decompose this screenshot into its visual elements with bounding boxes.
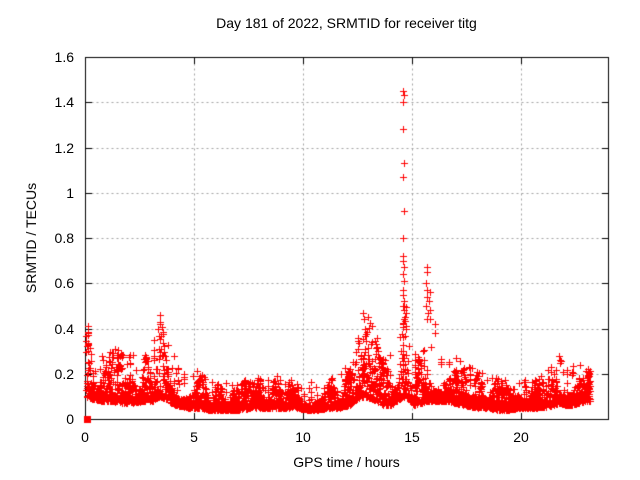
chart-title: Day 181 of 2022, SRMTID for receiver tit…	[216, 15, 477, 31]
y-tick-label: 1.6	[54, 49, 74, 65]
y-tick-label: 0.2	[54, 366, 74, 382]
x-tick-label: 15	[404, 429, 420, 445]
y-tick-label: 0.8	[54, 230, 74, 246]
y-tick-label: 0.6	[54, 275, 74, 291]
x-tick-label: 0	[81, 429, 89, 445]
x-tick-label: 5	[190, 429, 198, 445]
y-tick-label: 0	[66, 411, 74, 427]
y-tick-label: 1	[66, 185, 74, 201]
y-tick-label: 1.4	[54, 94, 74, 110]
x-tick-label: 10	[295, 429, 311, 445]
x-axis-label: GPS time / hours	[293, 454, 400, 470]
y-tick-label: 0.4	[54, 321, 74, 337]
x-tick-label: 20	[513, 429, 529, 445]
y-tick-label: 1.2	[54, 140, 74, 156]
